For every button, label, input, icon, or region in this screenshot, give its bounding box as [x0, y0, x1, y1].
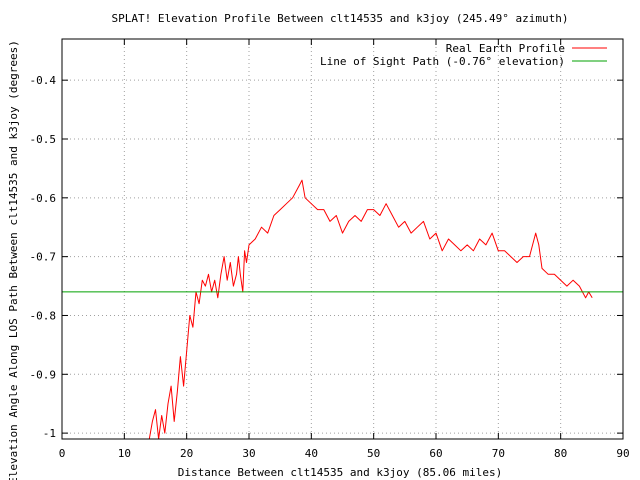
y-tick-label: -1 [43, 427, 56, 440]
axis-ticks: 0 10 20 30 40 50 60 70 80 90 -1 -0.9 -0.8 -0.7 -0.6 -0.… [30, 39, 630, 460]
plot-area-border [61, 38, 624, 440]
x-tick-label: 50 [367, 447, 380, 460]
legend-label-line-of-sight: Line of Sight Path (-0.76° elevation) [320, 55, 565, 68]
x-tick-label: 60 [429, 447, 442, 460]
y-tick-label: -0.6 [30, 192, 57, 205]
legend-label-real-earth-profile: Real Earth Profile [446, 42, 565, 55]
x-axis-label: Distance Between clt14535 and k3joy (85.… [178, 466, 503, 479]
y-tick-label: -0.9 [30, 368, 57, 381]
x-tick-label: 90 [616, 447, 629, 460]
legend: Real Earth Profile Line of Sight Path (-… [320, 42, 607, 68]
series-real-earth-profile [148, 179, 593, 440]
x-tick-label: 40 [305, 447, 318, 460]
chart-title: SPLAT! Elevation Profile Between clt1453… [112, 12, 569, 25]
x-tick-label: 30 [242, 447, 255, 460]
x-tick-label: 80 [554, 447, 567, 460]
x-tick-label: 70 [492, 447, 505, 460]
grid-lines [62, 39, 623, 439]
y-tick-label: -0.7 [30, 251, 57, 264]
x-tick-label: 0 [59, 447, 66, 460]
y-axis-label: Elevation Angle Along LOS Path Between c… [7, 40, 20, 480]
y-tick-label: -0.5 [30, 133, 57, 146]
x-tick-label: 10 [118, 447, 131, 460]
y-tick-label: -0.8 [30, 309, 57, 322]
y-tick-label: -0.4 [30, 74, 57, 87]
series-lines [62, 179, 623, 440]
x-tick-label: 20 [180, 447, 193, 460]
